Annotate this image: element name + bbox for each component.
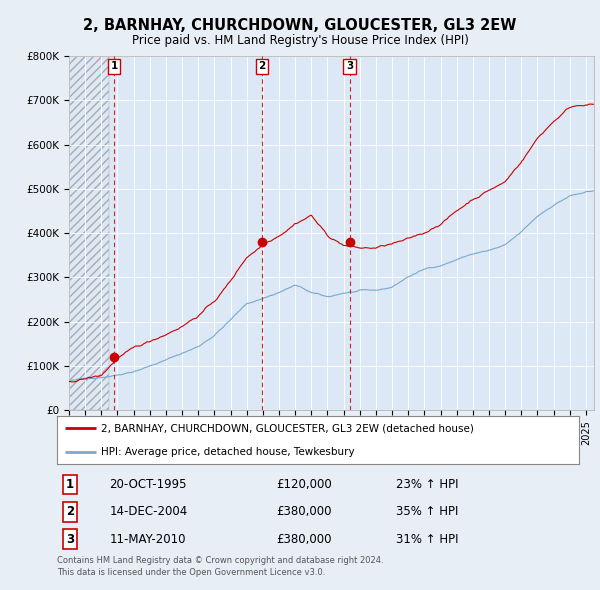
Text: 1: 1 xyxy=(110,61,118,71)
Text: 23% ↑ HPI: 23% ↑ HPI xyxy=(397,478,459,491)
Text: £380,000: £380,000 xyxy=(276,533,332,546)
Text: 2, BARNHAY, CHURCHDOWN, GLOUCESTER, GL3 2EW: 2, BARNHAY, CHURCHDOWN, GLOUCESTER, GL3 … xyxy=(83,18,517,32)
Text: 3: 3 xyxy=(66,533,74,546)
Text: 31% ↑ HPI: 31% ↑ HPI xyxy=(397,533,459,546)
Text: Price paid vs. HM Land Registry's House Price Index (HPI): Price paid vs. HM Land Registry's House … xyxy=(131,34,469,47)
Text: £120,000: £120,000 xyxy=(276,478,332,491)
Text: 2, BARNHAY, CHURCHDOWN, GLOUCESTER, GL3 2EW (detached house): 2, BARNHAY, CHURCHDOWN, GLOUCESTER, GL3 … xyxy=(101,423,474,433)
Bar xyxy=(69,56,109,410)
Text: 3: 3 xyxy=(346,61,353,71)
Text: 2: 2 xyxy=(66,505,74,519)
Text: £380,000: £380,000 xyxy=(276,505,332,519)
Text: 20-OCT-1995: 20-OCT-1995 xyxy=(109,478,187,491)
Text: 11-MAY-2010: 11-MAY-2010 xyxy=(109,533,186,546)
Text: 2: 2 xyxy=(259,61,266,71)
Text: Contains HM Land Registry data © Crown copyright and database right 2024.: Contains HM Land Registry data © Crown c… xyxy=(57,556,383,565)
Text: 1: 1 xyxy=(66,478,74,491)
Text: This data is licensed under the Open Government Licence v3.0.: This data is licensed under the Open Gov… xyxy=(57,568,325,576)
Text: 35% ↑ HPI: 35% ↑ HPI xyxy=(397,505,458,519)
Text: 14-DEC-2004: 14-DEC-2004 xyxy=(109,505,187,519)
Text: HPI: Average price, detached house, Tewkesbury: HPI: Average price, detached house, Tewk… xyxy=(101,447,355,457)
